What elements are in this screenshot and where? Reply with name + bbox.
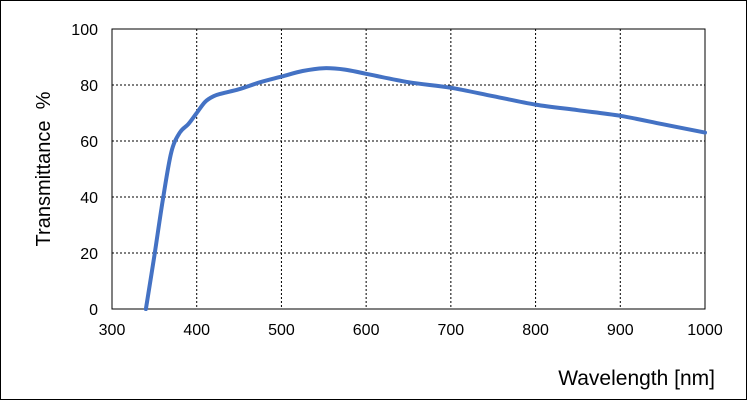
grid-layer bbox=[112, 29, 705, 309]
y-tick-label-20: 20 bbox=[80, 246, 98, 263]
y-tick-label-40: 40 bbox=[80, 190, 98, 207]
x-tick-label-800: 800 bbox=[522, 322, 549, 339]
y-tick-label-100: 100 bbox=[71, 22, 98, 39]
x-tick-label-400: 400 bbox=[183, 322, 210, 339]
y-tick-label-0: 0 bbox=[89, 302, 98, 319]
series-layer bbox=[143, 66, 707, 311]
x-tick-label-1000: 1000 bbox=[687, 322, 723, 339]
plot-area-border bbox=[111, 28, 706, 310]
x-tick-label-300: 300 bbox=[99, 322, 126, 339]
y-tick-label-80: 80 bbox=[80, 78, 98, 95]
y-tick-label-60: 60 bbox=[80, 134, 98, 151]
x-tick-label-700: 700 bbox=[438, 322, 465, 339]
x-tick-labels: 300 400 500 600 700 800 900 1000 bbox=[99, 322, 723, 339]
transmittance-series-line bbox=[143, 66, 707, 311]
x-tick-label-500: 500 bbox=[268, 322, 295, 339]
x-axis-title: Wavelength [nm] bbox=[558, 367, 715, 390]
y-tick-labels: 0 20 40 60 80 100 bbox=[71, 22, 98, 319]
x-tick-label-900: 900 bbox=[607, 322, 634, 339]
x-tick-label-600: 600 bbox=[353, 322, 380, 339]
y-axis-title: Transmittance % bbox=[33, 91, 55, 246]
